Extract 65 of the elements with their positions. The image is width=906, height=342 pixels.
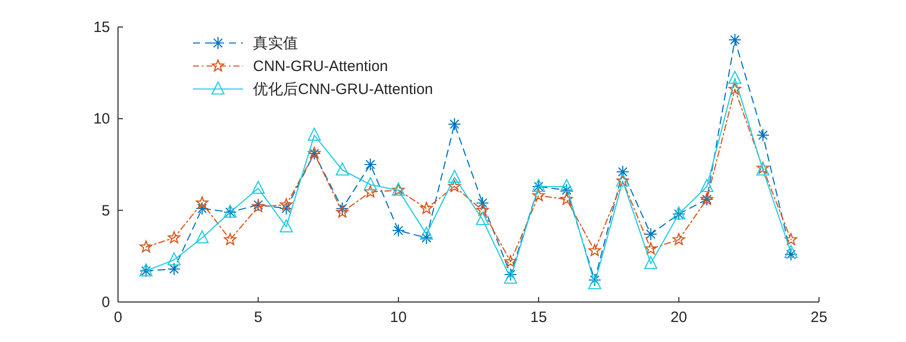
point [644,256,658,270]
point [504,268,518,282]
legend-label: CNN-GRU-Attention [253,58,388,75]
point [560,178,574,192]
point [420,226,433,240]
point [532,189,545,202]
point [700,178,714,192]
point [784,244,798,258]
point [140,240,152,252]
point [560,192,573,205]
point [168,252,181,266]
point [224,233,236,246]
point [560,184,574,197]
point [196,196,208,208]
x-tick-label: 15 [530,309,547,326]
point [196,230,209,244]
point [280,219,293,232]
point [392,224,405,238]
x-tick-label: 10 [390,309,407,326]
point [364,185,377,198]
point [280,202,293,216]
point [504,270,518,284]
point [364,158,377,172]
x-tick-label: 0 [114,309,122,326]
point [448,180,461,192]
point [504,255,517,268]
point [336,202,349,216]
point [364,177,377,190]
point [448,170,462,183]
point [252,180,265,194]
point [728,70,742,84]
point [672,233,686,246]
x-tick-label: 25 [810,309,828,326]
x-tick-label: 20 [670,309,688,326]
point [588,276,602,290]
legend-label: 真实值 [253,35,298,52]
point [784,233,798,246]
point [280,198,292,210]
point [476,204,489,216]
point [168,262,181,276]
point [728,82,742,95]
point [476,212,490,226]
point [616,165,630,178]
y-tick-label: 0 [102,294,110,311]
point [784,248,798,261]
x-tick-label: 5 [254,309,262,326]
point [336,206,349,218]
point [448,118,462,131]
point [756,128,770,142]
point [644,242,658,254]
legend-label: 优化后CNN-GRU-Attention [253,81,434,98]
point [308,128,321,141]
y-tick-label: 5 [102,202,110,220]
point [168,231,180,244]
y-tick-label: 15 [93,19,110,36]
point [588,244,601,256]
point [336,162,349,176]
point [420,231,433,244]
point [588,273,602,287]
point [476,196,490,210]
point [728,33,742,46]
y-tick-label: 10 [93,110,110,128]
point [196,202,209,216]
point [420,202,433,214]
point [644,228,658,241]
